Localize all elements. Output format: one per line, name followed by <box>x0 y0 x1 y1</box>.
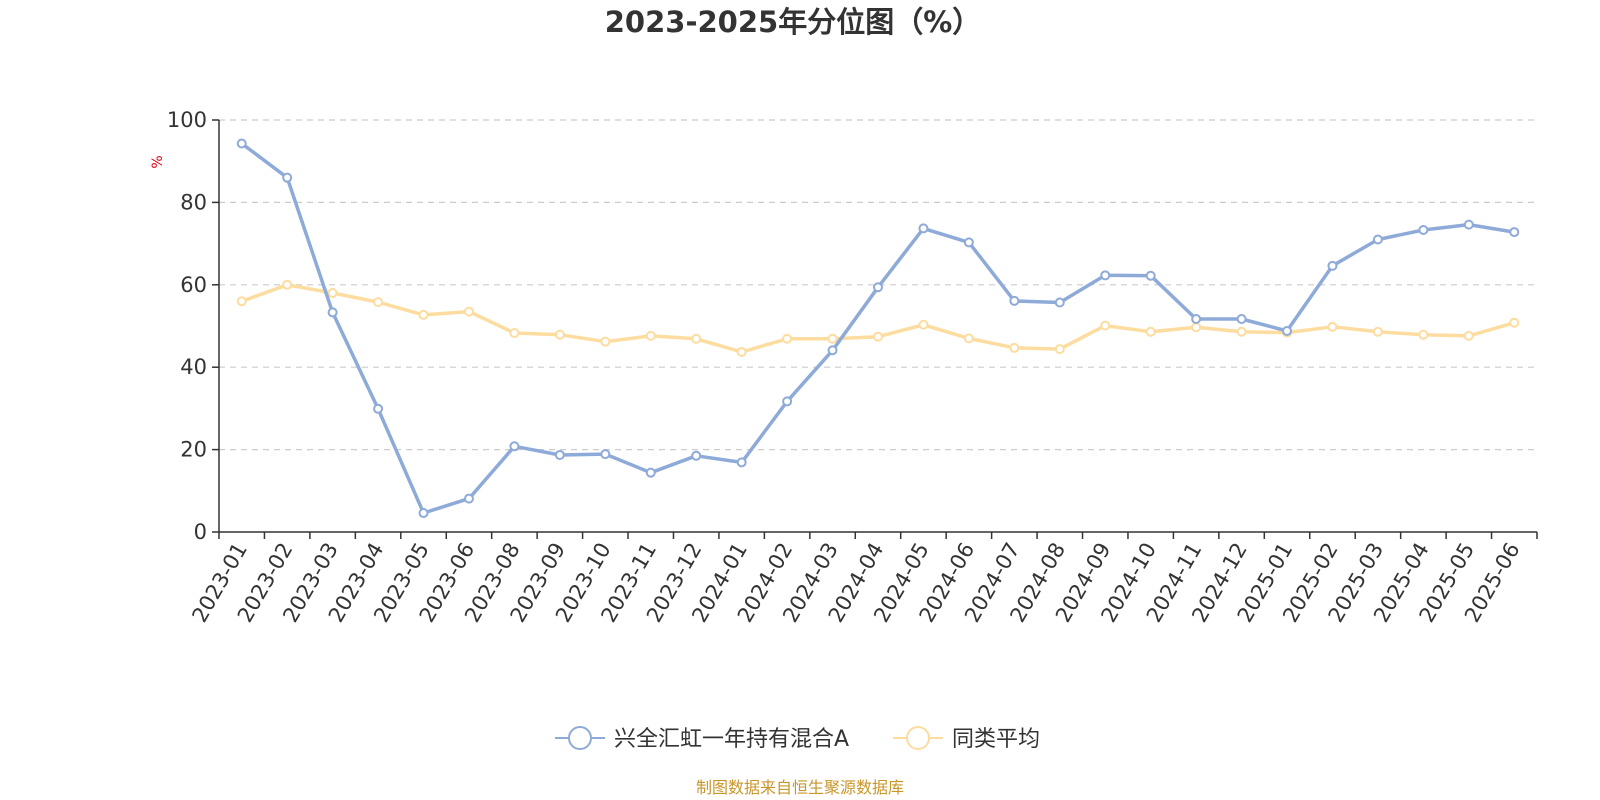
data-point[interactable] <box>1054 297 1065 308</box>
data-point[interactable] <box>1463 219 1474 230</box>
y-tick-label: 80 <box>180 190 207 214</box>
data-point[interactable] <box>236 138 247 149</box>
data-point[interactable] <box>236 296 247 307</box>
data-point[interactable] <box>509 441 520 452</box>
data-point[interactable] <box>373 297 384 308</box>
data-point[interactable] <box>1236 326 1247 337</box>
y-tick-label: 0 <box>194 520 207 544</box>
data-point[interactable] <box>600 336 611 347</box>
data-point[interactable] <box>1327 260 1338 271</box>
data-point[interactable] <box>282 279 293 290</box>
data-point[interactable] <box>1191 322 1202 333</box>
y-tick-label: 100 <box>167 108 207 132</box>
data-point[interactable] <box>600 449 611 460</box>
data-point[interactable] <box>736 457 747 468</box>
data-point[interactable] <box>554 329 565 340</box>
data-point[interactable] <box>1009 295 1020 306</box>
data-point[interactable] <box>873 282 883 293</box>
data-point[interactable] <box>827 333 838 344</box>
data-point[interactable] <box>554 449 565 460</box>
data-point[interactable] <box>827 345 838 356</box>
data-point[interactable] <box>1100 270 1111 281</box>
data-point[interactable] <box>282 172 293 183</box>
legend: 兴全汇虹一年持有混合A 同类平均 <box>555 726 1040 752</box>
data-point[interactable] <box>691 333 702 344</box>
data-point[interactable] <box>1054 344 1065 355</box>
chart-title: 2023-2025年分位图（%） <box>605 5 982 39</box>
data-point[interactable] <box>918 319 929 330</box>
data-point[interactable] <box>645 330 656 341</box>
series-0 <box>236 138 1520 519</box>
data-point[interactable] <box>373 403 384 414</box>
series-lines <box>236 138 1520 519</box>
data-point[interactable] <box>1327 321 1338 332</box>
data-point[interactable] <box>1100 320 1111 331</box>
data-point[interactable] <box>1009 342 1020 353</box>
data-point[interactable] <box>1418 225 1429 236</box>
data-point[interactable] <box>1145 270 1156 281</box>
data-point[interactable] <box>418 508 429 519</box>
data-point[interactable] <box>1145 326 1156 337</box>
data-point[interactable] <box>691 450 702 461</box>
data-point[interactable] <box>1418 329 1429 340</box>
data-point[interactable] <box>873 331 883 342</box>
axes <box>218 120 1537 533</box>
data-point[interactable] <box>463 306 474 317</box>
y-tick-label: 40 <box>180 355 207 379</box>
y-axis-unit-label: % <box>150 155 166 168</box>
data-point[interactable] <box>1191 313 1202 324</box>
data-point[interactable] <box>782 396 793 407</box>
data-point[interactable] <box>736 346 747 357</box>
data-point[interactable] <box>1372 326 1383 337</box>
data-point[interactable] <box>1236 313 1247 324</box>
data-point[interactable] <box>1463 330 1474 341</box>
legend-marker-peer-average <box>906 726 930 750</box>
legend-label-peer-average: 同类平均 <box>952 727 1040 752</box>
data-point[interactable] <box>327 288 338 299</box>
data-point[interactable] <box>963 237 974 248</box>
data-point[interactable] <box>1282 325 1293 336</box>
data-point[interactable] <box>963 333 974 344</box>
legend-marker-fund <box>568 726 592 750</box>
data-point[interactable] <box>509 328 520 339</box>
data-point[interactable] <box>463 493 474 504</box>
series-line-1 <box>239 283 1517 354</box>
y-tick-label: 60 <box>180 273 207 297</box>
legend-item-fund[interactable]: 兴全汇虹一年持有混合A <box>555 726 849 752</box>
data-point[interactable] <box>782 333 793 344</box>
data-point[interactable] <box>1372 234 1383 245</box>
y-tick-label: 20 <box>180 438 207 462</box>
data-point[interactable] <box>327 307 338 318</box>
x-axis-ticks: 2023-012023-022023-032023-042023-052023-… <box>187 532 1538 626</box>
data-point[interactable] <box>1509 317 1520 328</box>
legend-label-fund: 兴全汇虹一年持有混合A <box>614 727 849 752</box>
data-point[interactable] <box>1509 227 1520 238</box>
data-point[interactable] <box>645 467 656 478</box>
data-point[interactable] <box>918 223 929 234</box>
y-axis-ticks: 0 20 40 60 80 100 <box>167 108 219 544</box>
legend-item-peer-average[interactable]: 同类平均 <box>893 726 1040 752</box>
data-point[interactable] <box>418 309 429 320</box>
data-source-note: 制图数据来自恒生聚源数据库 <box>696 778 904 797</box>
